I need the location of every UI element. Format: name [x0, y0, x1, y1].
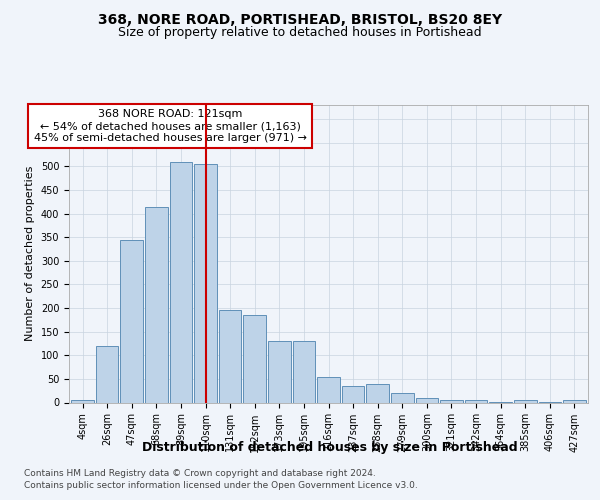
Bar: [514, 400, 536, 402]
Text: Size of property relative to detached houses in Portishead: Size of property relative to detached ho…: [118, 26, 482, 39]
Bar: [268, 341, 290, 402]
Text: 368, NORE ROAD, PORTISHEAD, BRISTOL, BS20 8EY: 368, NORE ROAD, PORTISHEAD, BRISTOL, BS2…: [98, 12, 502, 26]
Bar: [317, 376, 340, 402]
Bar: [465, 400, 487, 402]
Text: Distribution of detached houses by size in Portishead: Distribution of detached houses by size …: [142, 441, 518, 454]
Bar: [244, 315, 266, 402]
Bar: [96, 346, 118, 403]
Bar: [440, 400, 463, 402]
Bar: [71, 400, 94, 402]
Bar: [342, 386, 364, 402]
Bar: [416, 398, 438, 402]
Bar: [563, 400, 586, 402]
Text: Contains HM Land Registry data © Crown copyright and database right 2024.: Contains HM Land Registry data © Crown c…: [24, 470, 376, 478]
Text: Contains public sector information licensed under the Open Government Licence v3: Contains public sector information licen…: [24, 482, 418, 490]
Bar: [121, 240, 143, 402]
Bar: [170, 162, 192, 402]
Bar: [293, 341, 315, 402]
Y-axis label: Number of detached properties: Number of detached properties: [25, 166, 35, 342]
Bar: [145, 206, 167, 402]
Bar: [219, 310, 241, 402]
Bar: [194, 164, 217, 402]
Bar: [391, 393, 413, 402]
Text: 368 NORE ROAD: 121sqm
← 54% of detached houses are smaller (1,163)
45% of semi-d: 368 NORE ROAD: 121sqm ← 54% of detached …: [34, 110, 307, 142]
Bar: [367, 384, 389, 402]
